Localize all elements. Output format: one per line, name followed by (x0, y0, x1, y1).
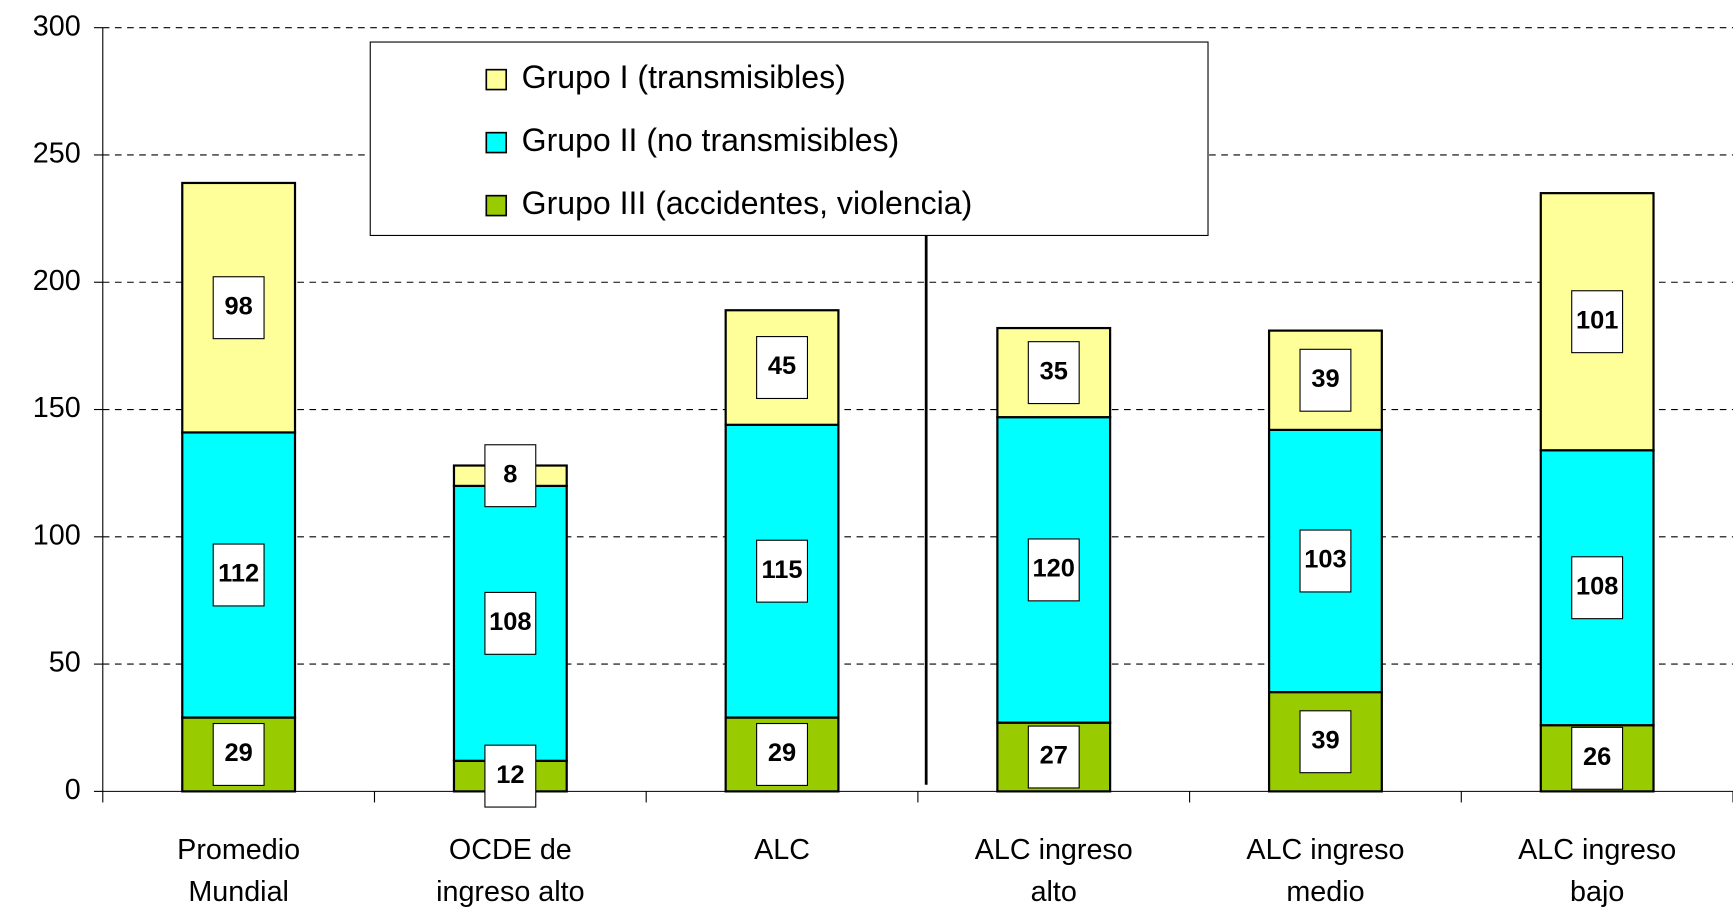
data-label-box: 27 (1027, 725, 1080, 789)
data-label-box: 39 (1299, 710, 1352, 774)
label-box (1027, 538, 1080, 602)
label-box (1299, 710, 1352, 774)
label-box (212, 543, 265, 607)
data-label: 12 (496, 761, 524, 789)
data-label-box: 45 (756, 336, 809, 400)
data-label: 35 (1040, 357, 1068, 385)
data-label: 115 (762, 556, 803, 584)
data-label: 26 (1583, 743, 1611, 771)
label-box (1027, 341, 1080, 405)
data-label-box: 98 (212, 276, 265, 340)
data-label: 29 (225, 739, 253, 767)
data-label: 101 (1576, 306, 1618, 334)
data-label: 108 (1576, 572, 1618, 600)
data-label: 120 (1033, 555, 1075, 583)
legend-swatch (485, 131, 508, 154)
data-label-box: 108 (1571, 556, 1624, 620)
data-label-box: 120 (1027, 538, 1080, 602)
data-label-box: 29 (212, 722, 265, 786)
data-label-box: 39 (1299, 348, 1352, 412)
x-tick-label: ALC ingreso bajo (1518, 834, 1676, 908)
y-tick-label: 0 (65, 774, 81, 806)
data-label-box: 112 (212, 543, 265, 607)
data-label: 103 (1304, 546, 1346, 574)
x-tick-label: ALC ingreso medio (1246, 834, 1404, 908)
label-box (212, 722, 265, 786)
y-tick-label: 300 (33, 10, 81, 42)
label-box (756, 539, 809, 603)
data-label-box: 8 (484, 444, 537, 508)
x-tick-label: ALC (754, 834, 810, 866)
data-label-box: 103 (1299, 529, 1352, 593)
y-tick-label: 200 (33, 265, 81, 297)
label-box (484, 744, 537, 808)
label-box (484, 444, 537, 508)
data-label-box: 29 (756, 722, 809, 786)
label-box (1571, 726, 1624, 790)
label-box (1027, 725, 1080, 789)
label-box (1571, 556, 1624, 620)
data-label: 29 (768, 739, 796, 767)
data-label: 8 (503, 460, 517, 488)
x-tick-label: ALC ingreso alto (975, 834, 1133, 908)
label-box (756, 336, 809, 400)
legend-box (369, 41, 1209, 237)
data-label-box: 35 (1027, 341, 1080, 405)
y-tick-label: 150 (33, 392, 81, 424)
label-box (1571, 290, 1624, 354)
data-label-box: 108 (484, 591, 537, 655)
label-box (1299, 529, 1352, 593)
label-box (756, 722, 809, 786)
legend-swatch (485, 68, 508, 91)
y-tick-label: 100 (33, 519, 81, 551)
data-label: 39 (1311, 726, 1339, 754)
data-label: 112 (218, 560, 259, 588)
legend-label: Grupo II (no transmisibles) (522, 122, 900, 158)
x-tick-label: OCDE de ingreso alto (436, 834, 584, 908)
data-label: 98 (225, 292, 253, 320)
data-label: 27 (1040, 742, 1068, 770)
x-tick-label: Promedio Mundial (177, 834, 300, 908)
legend-swatch (485, 194, 508, 217)
y-tick-label: 250 (33, 138, 81, 170)
label-box (1299, 348, 1352, 412)
label-box (484, 591, 537, 655)
legend-label: Grupo I (transmisibles) (522, 59, 846, 95)
data-label: 39 (1311, 365, 1339, 393)
legend-label: Grupo III (accidentes, violencia) (522, 185, 973, 221)
label-box (212, 276, 265, 340)
y-tick-label: 50 (49, 647, 81, 679)
data-label: 108 (489, 608, 531, 636)
data-label-box: 115 (756, 539, 809, 603)
data-label: 45 (768, 352, 796, 380)
data-label-box: 12 (484, 744, 537, 808)
data-label-box: 26 (1571, 726, 1624, 790)
data-label-box: 101 (1571, 290, 1624, 354)
